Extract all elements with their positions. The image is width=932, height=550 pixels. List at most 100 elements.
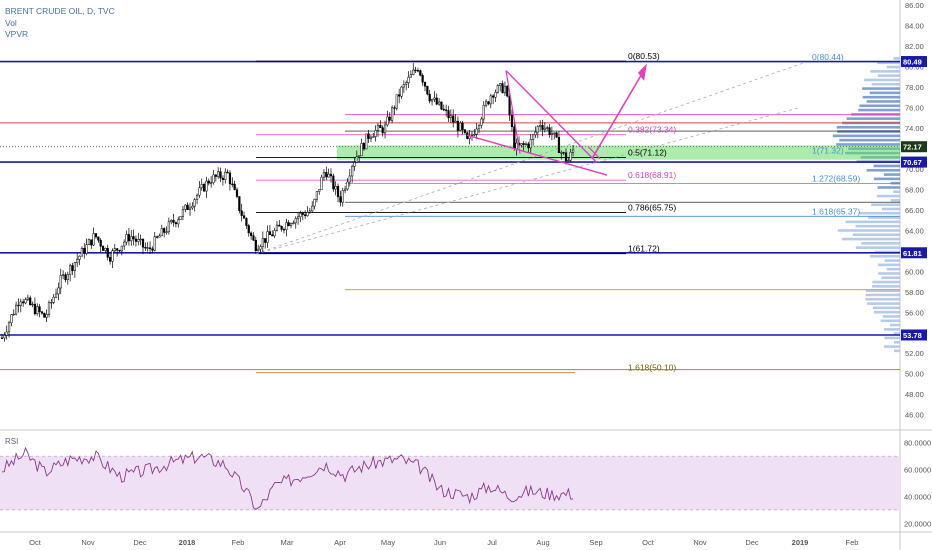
rsi-line (1, 446, 574, 510)
price-tick-label: 68.00 (905, 185, 924, 194)
vpvr-bar (836, 125, 900, 129)
vol-indicator-label[interactable]: Vol (5, 17, 17, 28)
price-tick-label: 66.00 (905, 206, 924, 215)
time-axis[interactable]: Oct Nov Dec 2018 Feb Mar Apr May Jun Jul Aug Sep Oct… (29, 538, 858, 547)
candle-body (367, 133, 370, 139)
candle-body (134, 238, 138, 242)
candle-body (99, 239, 102, 247)
vpvr-bar (863, 78, 900, 82)
candle-body (383, 124, 387, 134)
candle-body (541, 125, 544, 130)
candle-body (311, 205, 314, 212)
time-tick-label: Oct (29, 538, 42, 547)
candle-body (153, 236, 156, 251)
vpvr-bar (881, 276, 900, 280)
candle-body (109, 257, 112, 262)
candle-body (90, 239, 93, 246)
candle-body (376, 125, 380, 131)
candle-body (560, 152, 563, 154)
vpvr-bar (877, 61, 900, 65)
price-badge (901, 141, 927, 153)
candle-body (31, 303, 34, 306)
candle-body (353, 162, 356, 167)
candle-body (562, 152, 565, 154)
candle-body (395, 94, 398, 109)
candle-body (454, 120, 457, 123)
candle-body (280, 226, 283, 230)
candle-body (195, 194, 199, 200)
candle-body (163, 228, 166, 233)
vpvr-bar (858, 108, 900, 112)
candle-body (515, 142, 518, 149)
wedge-upper-line (505, 70, 598, 164)
vpvr-bar (886, 65, 900, 69)
vpvr-bar (884, 259, 900, 262)
candle-body (167, 221, 170, 233)
vpvr-bar (874, 310, 900, 314)
vpvr-bar (859, 104, 900, 108)
candle-body (527, 143, 530, 149)
candle-body (534, 131, 537, 136)
candle-body (522, 143, 525, 145)
candle-body (412, 69, 415, 75)
candle-body (445, 109, 448, 111)
candle-body (362, 143, 365, 150)
vpvr-bar (878, 272, 900, 275)
vpvr-bar (859, 211, 900, 215)
time-tick-label: Mar (281, 538, 294, 547)
fib-lines (255, 60, 900, 374)
candle-body (529, 139, 532, 149)
candle-body (548, 127, 551, 135)
candle-body (365, 133, 368, 150)
price-axis[interactable]: 86.0084.0082.0080.0078.0076.0074.0072.00… (901, 1, 927, 420)
candle-body (546, 127, 549, 129)
vpvr-bar (874, 250, 900, 254)
candle-body (120, 245, 123, 252)
vpvr-bar (861, 242, 900, 245)
price-tick-label: 48.00 (905, 390, 924, 399)
symbol-title[interactable]: BRENT CRUDE OIL, D, TVC (5, 6, 115, 16)
candle-body (459, 122, 462, 131)
candle-body (52, 296, 55, 303)
candle-body (447, 110, 450, 119)
candle-body (59, 275, 62, 289)
candle-body (43, 312, 46, 318)
candle-body (137, 239, 140, 242)
vpvr-bar (872, 285, 900, 288)
candle-body (235, 189, 239, 197)
rsi-band (0, 456, 900, 510)
candle-body (83, 248, 86, 254)
price-tick-label: 56.00 (905, 308, 924, 317)
time-tick-label: Apr (334, 538, 346, 547)
candle-body (179, 216, 182, 220)
rsi-indicator-label[interactable]: RSI (5, 437, 19, 446)
price-tick-label: 84.00 (905, 22, 924, 31)
vpvr-bar (837, 229, 900, 232)
candle-body (482, 104, 485, 120)
vpvr-bar (877, 194, 900, 198)
fib-label: 0(80.53) (628, 51, 660, 61)
candle-body (233, 183, 236, 191)
candle-body (266, 231, 269, 243)
candle-body (388, 116, 391, 121)
candle-body (10, 314, 13, 324)
candle-body (271, 234, 274, 237)
candle-body (273, 230, 276, 237)
vpvr-bar (866, 168, 900, 172)
vpvr-indicator-label[interactable]: VPVR (5, 29, 29, 39)
candle-body (304, 214, 307, 217)
candle-body (506, 85, 509, 97)
candle-body (329, 173, 333, 177)
candle-body (285, 222, 288, 230)
candle-body (569, 151, 572, 161)
candle-body (532, 134, 535, 140)
candle-body (132, 236, 135, 240)
candle-body (188, 207, 192, 210)
candle-body (485, 101, 488, 106)
candle-body (550, 133, 553, 135)
candle-body (212, 174, 215, 183)
candle-body (555, 132, 558, 138)
price-tick-label: 82.00 (905, 42, 924, 51)
rsi-pane: 80.0000 60.0000 40.0000 20.0000 (0, 439, 931, 528)
